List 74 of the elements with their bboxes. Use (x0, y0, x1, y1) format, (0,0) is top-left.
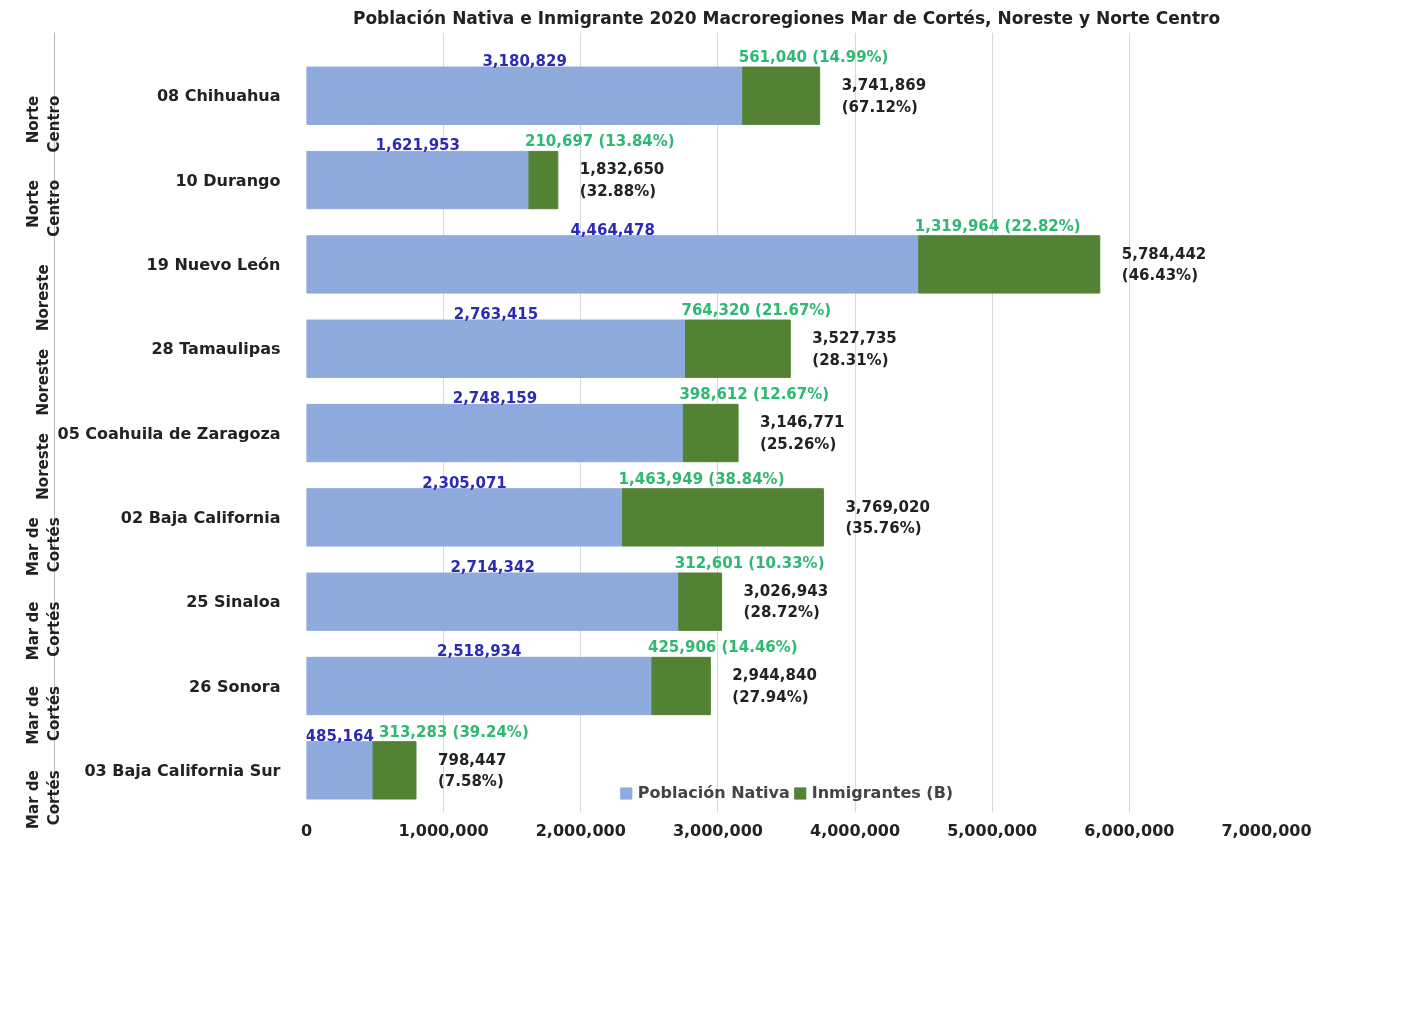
text: Mar de Cortés (23, 601, 64, 661)
total-label: 3,026,943 (28.72%) (743, 581, 829, 622)
bar (918, 235, 1101, 294)
total-label: 798,447 (7.58%) (438, 750, 507, 791)
x-tick-label: 3,000,000 (672, 820, 763, 840)
y-tick-label: 28 Tamaulipas (151, 339, 281, 359)
bar (622, 488, 824, 547)
chart-title: Población Nativa e Inmigrante 2020 Macroregiones Mar de Cortés, Noreste y Norte Centro (352, 7, 1221, 28)
total-label: 3,146,771 (25.26%) (760, 413, 845, 453)
data-label: 425,906 (14.46%) (647, 638, 798, 657)
data-label: 764,320 (21.67%) (681, 301, 832, 320)
data-label: 1,621,953 (375, 136, 460, 155)
text: Mar de Cortés (23, 770, 64, 829)
x-tick-label: 7,000,000 (1221, 820, 1312, 840)
x-tick-label: 5,000,000 (947, 820, 1038, 840)
data-label: 1,319,964 (22.82%) (914, 216, 1081, 235)
x-tick-label: 1,000,000 (398, 820, 489, 840)
bar (306, 66, 744, 125)
bar (651, 656, 711, 716)
data-label: 561,040 (14.99%) (738, 48, 889, 67)
text: Noreste (34, 264, 53, 332)
bar (306, 403, 684, 463)
data-label: 3,180,829 (482, 52, 567, 71)
data-label: 398,612 (12.67%) (679, 385, 830, 404)
bar (306, 235, 920, 294)
bar (372, 741, 417, 800)
bar (678, 572, 723, 631)
data-label: 2,763,415 (453, 305, 539, 324)
data-label: 485,164 (305, 726, 374, 745)
total-label: 3,527,735 (28.31%) (812, 328, 897, 369)
data-label: 2,518,934 (437, 642, 522, 661)
data-label: 2,305,071 (422, 473, 507, 492)
bar (682, 403, 739, 463)
y-tick-label: 25 Sinaloa (186, 592, 281, 612)
y-tick-label: 03 Baja California Sur (84, 760, 281, 780)
bar (306, 488, 624, 547)
bar (306, 741, 374, 800)
x-tick-label: 6,000,000 (1084, 820, 1175, 840)
y-tick-label: 10 Durango (175, 170, 281, 190)
text: Noreste (34, 348, 53, 416)
total-label: 3,741,869 (67.12%) (841, 75, 927, 116)
bar (306, 150, 530, 210)
total-label: 5,784,442 (46.43%) (1121, 244, 1207, 285)
y-tick-label: 19 Nuevo León (146, 254, 281, 274)
text: Mar de Cortés (23, 685, 64, 745)
bar (306, 572, 680, 631)
total-label: 1,832,650 (32.88%) (579, 160, 665, 200)
x-tick-label: 0 (300, 820, 313, 840)
y-tick-label: 02 Baja California (120, 507, 281, 527)
bar (528, 150, 559, 210)
data-label: 313,283 (39.24%) (379, 722, 529, 741)
x-tick-label: 2,000,000 (535, 820, 626, 840)
total-label: 3,769,020 (35.76%) (845, 497, 930, 538)
data-label: 1,463,949 (38.84%) (618, 469, 785, 488)
legend-label: Inmigrantes (B) (811, 783, 954, 802)
bar (684, 319, 791, 378)
data-label: 312,601 (10.33%) (674, 554, 825, 573)
data-label: 210,697 (13.84%) (524, 132, 675, 151)
data-label: 2,714,342 (450, 558, 535, 577)
data-label: 2,748,159 (452, 389, 538, 408)
data-label: 4,464,478 (570, 220, 655, 239)
bar (306, 656, 653, 716)
text: Mar de Cortés (23, 517, 64, 576)
y-tick-label: 26 Sonora (189, 676, 281, 696)
text: Norte Centro (23, 180, 64, 237)
legend-label: Población Nativa (637, 783, 790, 802)
text: Norte Centro (23, 95, 64, 153)
y-tick-label: 05 Coahuila de Zaragoza (57, 423, 281, 443)
y-tick-label: 08 Chihuahua (156, 86, 281, 106)
bar (306, 319, 686, 378)
text: Noreste (34, 433, 53, 500)
bar (742, 66, 821, 125)
total-label: 2,944,840 (27.94%) (732, 666, 817, 706)
x-tick-label: 4,000,000 (810, 820, 901, 840)
